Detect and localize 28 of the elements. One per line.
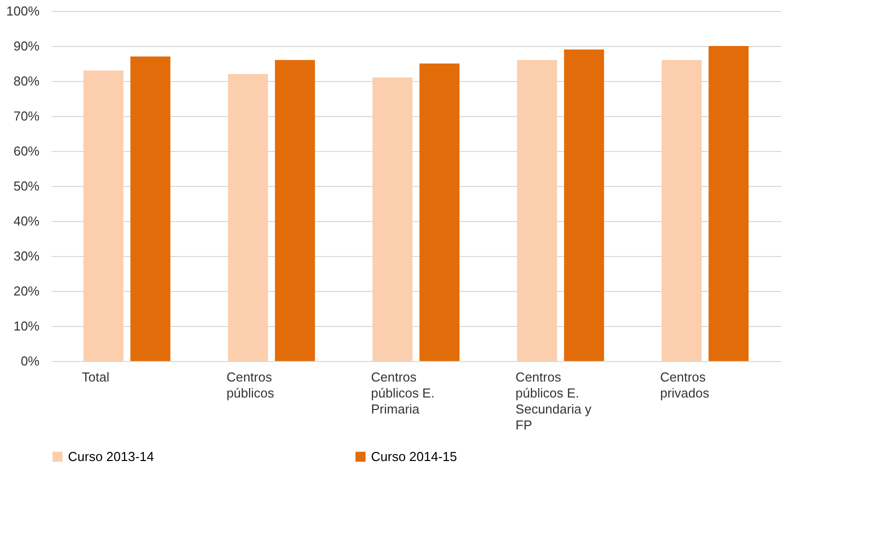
x-tick-label: Centros públicos E. Secundaria y FP xyxy=(516,370,592,432)
y-tick-label: 90% xyxy=(13,38,40,54)
bar xyxy=(419,64,460,361)
y-tick-label: 50% xyxy=(13,178,40,194)
bar xyxy=(662,60,702,361)
y-tick-label: 0% xyxy=(20,354,40,368)
bar xyxy=(708,46,749,361)
y-tick-label: 40% xyxy=(13,214,40,228)
y-tick-label: 60% xyxy=(13,144,40,158)
legend-label: Curso 2014-15 xyxy=(371,448,457,464)
y-tick-label: 30% xyxy=(13,248,40,264)
y-tick-label: 70% xyxy=(13,108,40,124)
bar xyxy=(130,56,170,361)
bar xyxy=(372,78,413,361)
bar xyxy=(517,60,558,361)
bar xyxy=(564,50,604,361)
bar xyxy=(228,74,268,361)
bar xyxy=(274,60,315,361)
x-tick-label: Centros privados xyxy=(660,370,710,400)
x-tick-label: Centros públicos xyxy=(226,370,275,400)
y-tick-label: 100% xyxy=(6,4,40,18)
y-tick-label: 80% xyxy=(13,74,40,88)
y-tick-label: 20% xyxy=(13,284,40,298)
x-tick-label: Total xyxy=(82,370,110,384)
x-tick-label: Centros públicos E. Primaria xyxy=(371,370,435,416)
legend-label: Curso 2013-14 xyxy=(68,448,154,464)
bar xyxy=(83,70,124,361)
y-tick-label: 10% xyxy=(13,318,40,334)
